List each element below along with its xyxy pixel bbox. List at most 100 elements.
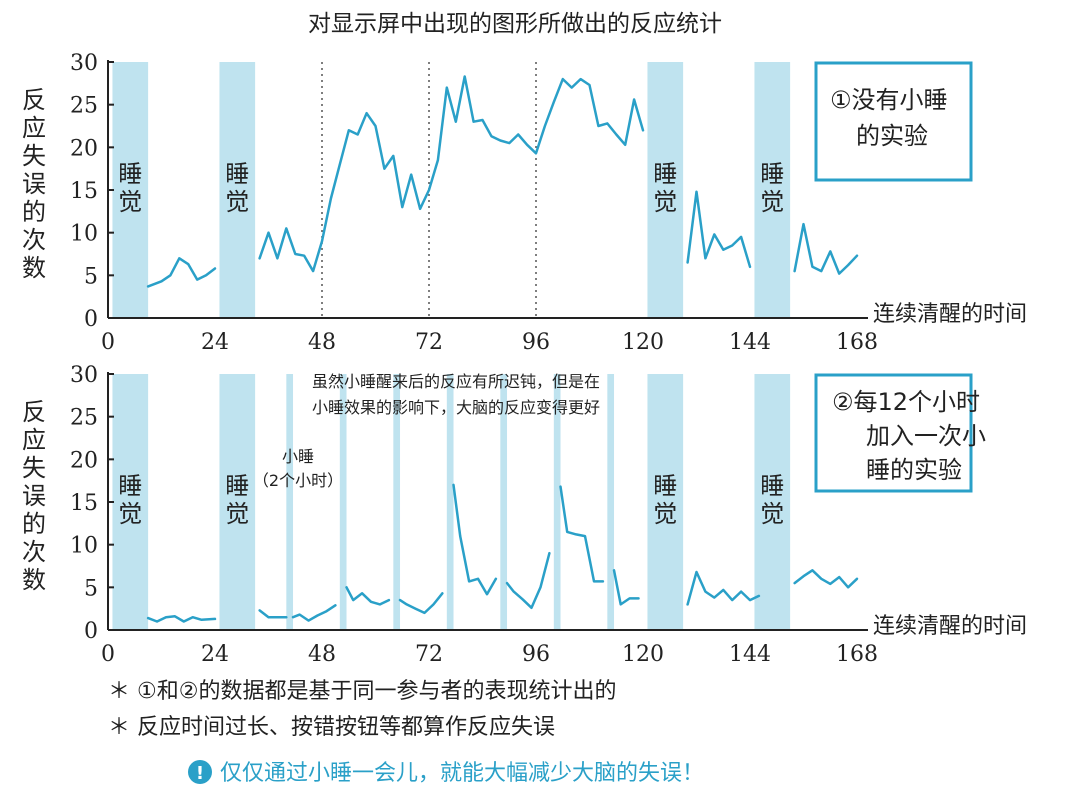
x-tick-label: 0 [101, 642, 115, 667]
sleep-band [112, 374, 149, 630]
footnote-2: ＊ 反应时间过长、按错按钮等都算作反应失误 [108, 715, 555, 740]
ylabel-char: 反 [22, 398, 46, 426]
y-tick-label: 15 [70, 179, 98, 204]
series-line [612, 569, 640, 606]
sleep-label: 觉 [225, 500, 249, 528]
y-tick-label: 15 [70, 491, 98, 516]
legend-box-line: ②每12个小时 [832, 388, 980, 416]
nap-band [500, 374, 508, 630]
ylabel-char: 失 [22, 142, 46, 170]
y-tick-label: 0 [84, 307, 98, 332]
annotation-effect-line1: 虽然小睡醒来后的反应有所迟钝，但是在 [312, 372, 600, 391]
y-tick-label: 10 [70, 222, 98, 247]
nap-band [393, 374, 401, 630]
ylabel-char: 的 [22, 198, 46, 226]
ylabel-char: 数 [22, 566, 46, 594]
ylabel-char: 次 [22, 226, 46, 254]
nap-band [446, 374, 454, 630]
series-line [398, 592, 444, 615]
series-line [146, 257, 217, 288]
ylabel-char: 的 [22, 510, 46, 538]
sleep-band [112, 62, 149, 318]
y-tick-label: 25 [70, 94, 98, 119]
sleep-label: 睡 [760, 472, 784, 500]
sleep-label: 觉 [760, 188, 784, 216]
x-tick-label: 24 [201, 330, 229, 355]
legend-box-line: 睡的实验 [866, 456, 962, 484]
x-tick-label: 72 [415, 642, 443, 667]
series-line [686, 570, 761, 606]
x-tick-label: 120 [622, 330, 664, 355]
exclamation-icon-glyph: ! [196, 763, 204, 784]
y-tick-label: 30 [70, 363, 98, 388]
x-tick-label: 168 [836, 330, 878, 355]
chart-1-xlabel: 连续清醒的时间 [873, 302, 1027, 327]
series-line [258, 609, 288, 619]
sleep-label: 觉 [653, 188, 677, 216]
nap-band [553, 374, 561, 630]
tip: ! 仅仅通过小睡一会儿，就能大幅减少大脑的失误！ [188, 760, 704, 786]
chart-2-xlabel: 连续清醒的时间 [873, 614, 1027, 639]
sleep-label: 睡 [225, 160, 249, 188]
x-tick-label: 168 [836, 642, 878, 667]
sleep-label: 觉 [760, 500, 784, 528]
sleep-band [647, 62, 684, 318]
chart-1-legend-box: ①没有小睡 的实验 [814, 61, 973, 182]
x-tick-label: 0 [101, 330, 115, 355]
y-tick-label: 5 [84, 576, 98, 601]
chart-title: 对显示屏中出现的图形所做出的反应统计 [308, 11, 722, 37]
ylabel-char: 应 [22, 114, 46, 142]
sleep-label: 觉 [118, 188, 142, 216]
series-line [793, 569, 859, 589]
series-line [505, 551, 551, 610]
sleep-label: 觉 [118, 500, 142, 528]
y-tick-label: 25 [70, 406, 98, 431]
x-tick-label: 96 [522, 330, 550, 355]
footnote-1: ＊ ①和②的数据都是基于同一参与者的表现统计出的 [108, 679, 616, 704]
sleep-label: 觉 [653, 500, 677, 528]
y-tick-label: 30 [70, 51, 98, 76]
chart-2-axes: 0 5 10 15 20 25 30 0 24 48 72 96 120 144 168 [70, 363, 878, 667]
sleep-label: 睡 [225, 472, 249, 500]
ylabel-char: 次 [22, 538, 46, 566]
sleep-label: 觉 [225, 188, 249, 216]
sleep-label: 睡 [118, 160, 142, 188]
ylabel-char: 反 [22, 86, 46, 114]
y-tick-label: 0 [84, 619, 98, 644]
series-line [452, 483, 498, 596]
sleep-band [754, 62, 791, 318]
x-tick-label: 72 [415, 330, 443, 355]
sleep-label: 睡 [653, 472, 677, 500]
y-tick-label: 20 [70, 136, 98, 161]
x-tick-label: 120 [622, 642, 664, 667]
nap-band [339, 374, 347, 630]
series-line [146, 615, 217, 623]
x-tick-label: 144 [729, 330, 771, 355]
y-tick-label: 5 [84, 264, 98, 289]
exclamation-icon [188, 760, 212, 784]
x-tick-label: 24 [201, 642, 229, 667]
ylabel-char: 误 [22, 482, 46, 510]
series-line [291, 604, 337, 622]
chart-1-ylabel: 反 应 失 误 的 次 数 [22, 86, 46, 282]
chart-2-legend-box: ②每12个小时 加入一次小 睡的实验 [814, 373, 986, 493]
series-line [559, 485, 605, 583]
nap-band [607, 374, 615, 630]
sleep-band [754, 374, 791, 630]
sleep-label: 睡 [118, 472, 142, 500]
series-line [793, 222, 859, 275]
legend-box-frame [814, 373, 973, 493]
sleep-band [647, 374, 684, 630]
x-tick-label: 144 [729, 642, 771, 667]
ylabel-char: 误 [22, 170, 46, 198]
legend-box-line: 的实验 [856, 122, 928, 150]
series-line [345, 586, 391, 606]
chart-2-lines [146, 483, 859, 623]
chart-1-axes: 0 5 10 15 20 25 30 0 24 48 72 96 120 144 168 [70, 51, 878, 355]
